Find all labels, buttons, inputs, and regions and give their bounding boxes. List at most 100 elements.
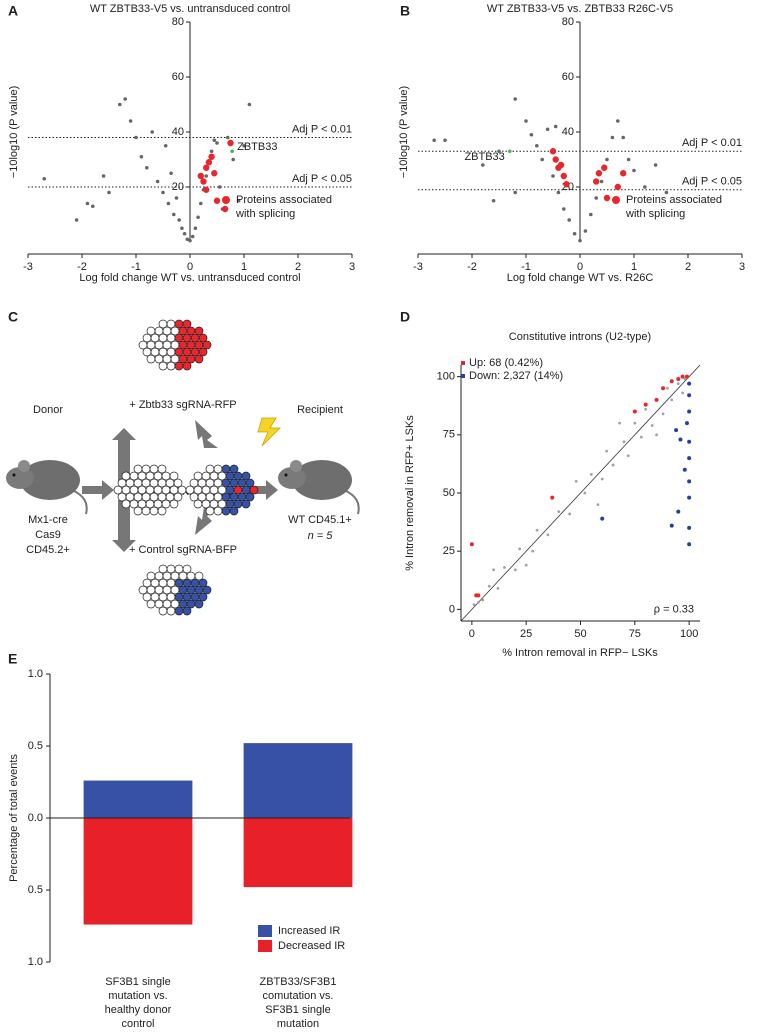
cell (221, 506, 231, 516)
panel-letter: C (8, 309, 18, 325)
y-tick-label: 0.5 (28, 884, 43, 896)
cell (153, 471, 163, 481)
point (217, 185, 222, 189)
cell (146, 571, 156, 581)
cell (241, 499, 251, 509)
cell (154, 340, 164, 350)
cell (241, 471, 251, 481)
cell (221, 464, 231, 474)
point (639, 435, 643, 439)
cell (162, 354, 172, 364)
point (567, 218, 571, 222)
cell (157, 478, 167, 488)
x-tick-label: -3 (23, 261, 33, 273)
x-tick-label: 1 (241, 261, 247, 273)
point (236, 198, 241, 203)
legend-swatch (258, 940, 272, 952)
cell (166, 347, 176, 357)
cell-clusters (113, 319, 259, 616)
cell (145, 499, 155, 509)
y-tick-label: 25 (443, 545, 455, 557)
point (476, 600, 480, 604)
cell (186, 571, 196, 581)
cell (157, 464, 167, 474)
point (508, 149, 512, 154)
point (574, 479, 578, 483)
cell (166, 361, 176, 371)
point (497, 149, 501, 154)
cell (145, 471, 155, 481)
point (491, 198, 496, 203)
mouse-eye (12, 473, 16, 477)
cell (229, 492, 239, 502)
cell (125, 478, 135, 488)
cell (170, 340, 180, 350)
point (593, 178, 600, 185)
cell (133, 478, 143, 488)
point (687, 456, 692, 461)
cell (169, 499, 179, 509)
x-tick-label: -1 (131, 261, 141, 273)
cell (146, 340, 156, 350)
point (687, 439, 692, 444)
point (674, 428, 679, 433)
point (496, 587, 500, 590)
point (213, 197, 221, 204)
cell (233, 485, 243, 495)
point (661, 386, 666, 391)
point (687, 542, 692, 547)
cell (194, 585, 204, 595)
cell (170, 585, 180, 595)
bar (83, 818, 193, 925)
cell (217, 485, 227, 495)
cell (174, 564, 184, 574)
cell (174, 578, 184, 588)
cell (158, 361, 168, 371)
point (643, 185, 647, 189)
point (687, 495, 692, 500)
cell (113, 485, 123, 495)
cell (150, 578, 160, 588)
point-label: ZBTB33 (464, 151, 504, 163)
cell (193, 471, 203, 481)
cell (205, 464, 215, 474)
point (611, 463, 615, 467)
cell (182, 564, 192, 574)
cell (233, 499, 243, 509)
recipient-label: Recipient (297, 404, 343, 416)
cell (146, 585, 156, 595)
cell (158, 319, 168, 329)
point (513, 190, 517, 195)
cell (182, 592, 192, 602)
cell (237, 478, 247, 488)
point (666, 386, 669, 390)
cell (178, 585, 188, 595)
x-tick-label: 25 (520, 628, 532, 640)
genotype: CD45.2+ (26, 544, 70, 556)
cell (138, 585, 148, 595)
legend-swatch (258, 925, 272, 937)
cell (146, 354, 156, 364)
cell (133, 464, 143, 474)
point (85, 201, 90, 206)
cell (205, 478, 215, 488)
y-tick-label: 0.5 (28, 740, 43, 752)
cell (166, 578, 176, 588)
point (643, 402, 648, 407)
cell (117, 478, 127, 488)
cell (202, 340, 212, 350)
point (513, 97, 517, 101)
point (472, 603, 476, 607)
x-tick-label: 3 (349, 261, 355, 273)
point (531, 549, 535, 553)
legend-swatch (612, 196, 620, 204)
point (687, 479, 692, 484)
y-tick-label: 75 (443, 429, 455, 441)
cell (217, 499, 227, 509)
point (684, 374, 689, 379)
bar (243, 743, 353, 818)
cell (117, 492, 127, 502)
cell (153, 485, 163, 495)
threshold-label: Adj P < 0.05 (292, 173, 352, 185)
x-tick-label: 100 (680, 628, 698, 640)
